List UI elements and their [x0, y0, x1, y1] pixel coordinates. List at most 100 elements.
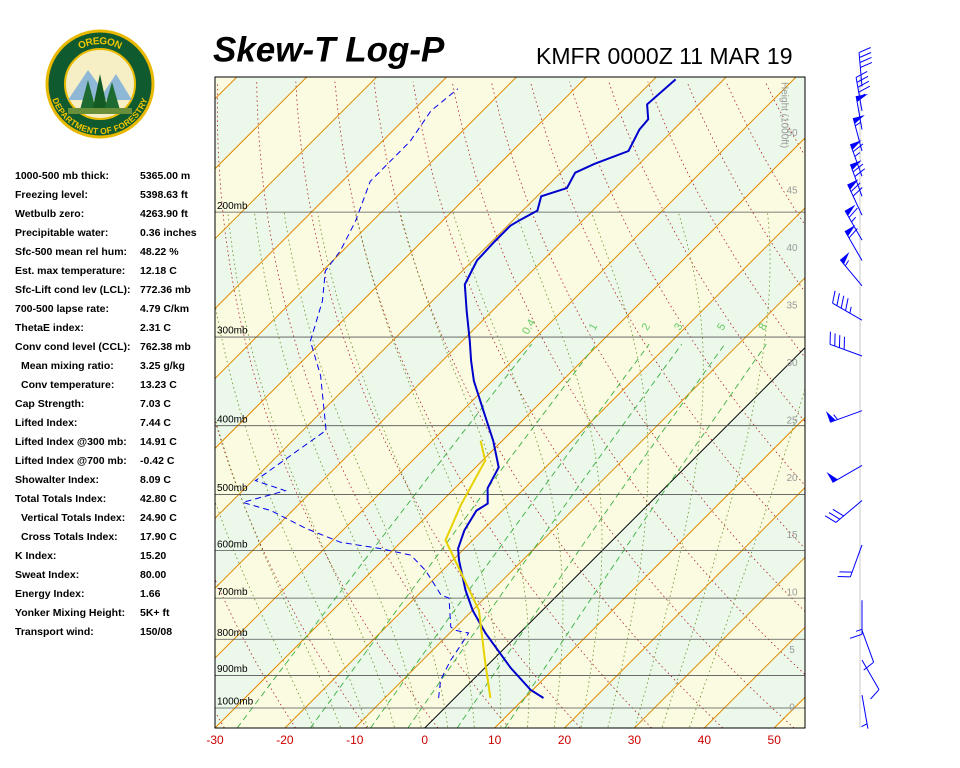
stat-label: Mean mixing ratio:: [21, 360, 114, 372]
barb-shaft: [832, 464, 863, 483]
stat-value: 42.80 C: [140, 493, 177, 505]
stat-value: 1.66: [140, 588, 161, 600]
dry-adiabat: [490, 81, 805, 613]
x-tick-label: 40: [698, 733, 712, 747]
x-tick-label: 10: [488, 733, 502, 747]
isotherm: [215, 77, 727, 589]
barb-pennant: [856, 94, 868, 102]
y-tick-label: 300mb: [217, 326, 248, 337]
stat-value: 7.03 C: [140, 398, 171, 410]
stat-label: Lifted Index @700 mb:: [15, 455, 127, 467]
barb-shaft: [829, 343, 863, 357]
barb-full: [850, 182, 861, 192]
stat-label: Transport wind:: [15, 626, 94, 638]
barb-pennant: [845, 225, 856, 237]
x-tick-label: 30: [628, 733, 642, 747]
y-tick-label: 700mb: [217, 587, 248, 598]
isotherm: [634, 556, 805, 728]
stat-label: 1000-500 mb thick:: [15, 170, 109, 182]
y-tick-label: 900mb: [217, 664, 248, 675]
stat-label: 700-500 lapse rate:: [15, 303, 109, 315]
y-tick-label: 500mb: [217, 483, 248, 494]
dry-adiabat: [883, 82, 960, 728]
barb-half: [833, 414, 838, 420]
y2-tick-label: 5: [789, 645, 795, 656]
plot-frame: [214, 76, 806, 729]
dry-adiabat: [843, 82, 960, 728]
stat-label: Cross Totals Index:: [21, 531, 118, 543]
isotherm: [215, 77, 797, 659]
stat-value: 24.90 C: [140, 512, 177, 524]
wind-barb: [849, 600, 863, 639]
mixing-ratio-line: [310, 343, 597, 728]
wind-barb: [855, 70, 871, 111]
wind-barb: [849, 160, 866, 197]
barb-pennant: [847, 179, 859, 190]
moist-adiabat: [215, 301, 368, 728]
dry-adiabat: [922, 82, 960, 728]
barb-shaft: [858, 52, 863, 87]
barb-full: [863, 661, 874, 671]
stat-value: 0.36 inches: [140, 227, 197, 239]
mixing-ratio-line: [456, 343, 726, 728]
y2-tick-label: 50: [786, 128, 798, 139]
stat-label: Yonker Mixing Height:: [15, 607, 125, 619]
barb-pennant: [850, 160, 862, 170]
stat-value: 8.09 C: [140, 474, 171, 486]
y2-tick-label: 25: [786, 415, 798, 426]
barb-half: [854, 152, 861, 157]
barb-shaft: [832, 302, 863, 321]
barb-pennant: [826, 471, 838, 483]
wind-barb: [861, 630, 875, 671]
mixing-ratio-label: 8: [757, 321, 770, 332]
stat-value: 17.90 C: [140, 531, 177, 543]
barb-shaft: [861, 659, 880, 690]
stat-value: 13.23 C: [140, 379, 177, 391]
stat-value: 15.20: [140, 550, 166, 562]
x-tick-label: -10: [346, 733, 364, 747]
barb-full: [854, 168, 866, 177]
wind-barb: [847, 179, 863, 216]
stat-label: Precipitable water:: [15, 227, 108, 239]
stat-value: 4263.90 ft: [140, 208, 188, 220]
y2-axis-title: Height (1000ft): [778, 82, 789, 148]
y2-tick-label: 30: [786, 358, 798, 369]
sounding-line: [240, 88, 470, 699]
stat-value: 3.25 g/kg: [140, 360, 185, 372]
barb-full: [870, 689, 880, 700]
mixing-ratio-line: [407, 343, 683, 728]
moist-adiabat: [215, 415, 341, 728]
y2-tick-label: 0: [789, 703, 795, 714]
isotherm: [354, 277, 805, 728]
wind-barb: [829, 331, 863, 357]
stat-value: 762.38 mb: [140, 341, 191, 353]
barb-half: [849, 306, 852, 314]
y2-tick-label: 45: [786, 185, 798, 196]
barb-full: [858, 85, 871, 93]
wind-barbs: [824, 47, 880, 729]
barb-full: [848, 207, 858, 218]
barb-shaft: [835, 500, 863, 523]
logo-tree: [80, 80, 96, 110]
stat-label: Vertical Totals Index:: [21, 512, 125, 524]
sounding-line: [444, 440, 492, 699]
dry-adiabat: [256, 81, 510, 728]
temperature-band: [914, 77, 960, 728]
x-tick-label: -20: [276, 733, 294, 747]
barb-half: [855, 628, 863, 632]
y-tick-label: 1000mb: [217, 697, 254, 708]
stat-value: 12.18 C: [140, 265, 177, 277]
stat-label: Freezing level:: [15, 189, 88, 201]
moist-adiabat: [452, 211, 564, 728]
moist-adiabat: [254, 212, 422, 728]
isotherm: [424, 347, 805, 728]
moist-adiabat: [590, 211, 649, 728]
mixing-ratio-line: [504, 343, 767, 728]
wind-barb: [861, 695, 869, 729]
dry-adiabat: [608, 81, 805, 423]
dry-adiabat: [334, 81, 652, 728]
stat-value: 80.00: [140, 569, 166, 581]
logo: OREGON DEPARTMENT OF FORESTRY: [45, 29, 155, 139]
barb-full: [824, 515, 837, 523]
dry-adiabat: [451, 81, 805, 676]
